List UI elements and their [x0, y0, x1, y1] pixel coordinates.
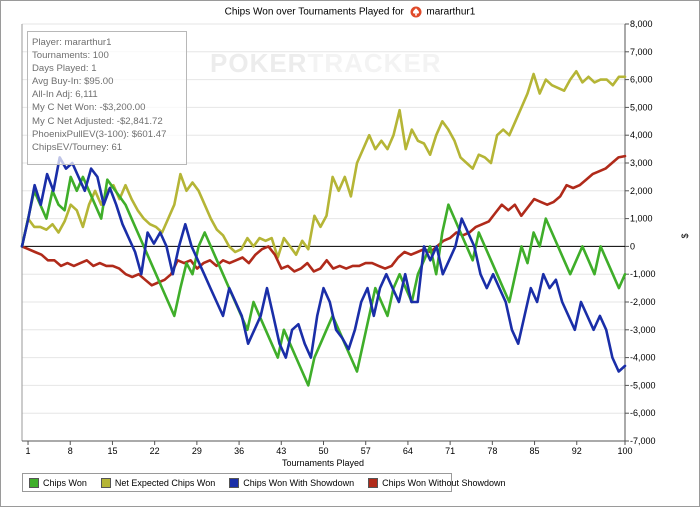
y-tick-label: 0 — [630, 241, 635, 251]
x-tick-label: 92 — [572, 446, 582, 456]
x-tick-label: 50 — [318, 446, 328, 456]
chips-won-line — [20, 175, 627, 387]
y-tick-label: -2,000 — [630, 297, 656, 307]
x-tick-label: 8 — [68, 446, 73, 456]
y-tick-label: 4,000 — [630, 130, 653, 140]
stat-line: My C Net Adjusted: -$2,841.72 — [32, 115, 163, 127]
y-tick-label: 2,000 — [630, 186, 653, 196]
y-tick-label: -6,000 — [630, 408, 656, 418]
net-expected-chips-won-line — [20, 70, 627, 259]
legend-item: Chips Won With Showdown — [229, 477, 355, 488]
y-tick-label: 3,000 — [630, 158, 653, 168]
stat-line: Avg Buy-In: $95.00 — [32, 76, 114, 88]
legend-swatch — [100, 477, 111, 488]
y-tick-label: 8,000 — [630, 19, 653, 29]
stat-line: Days Played: 1 — [32, 63, 97, 75]
chips-won-with-showdown-line — [20, 156, 627, 373]
x-tick-label: 36 — [234, 446, 244, 456]
pokertracker-watermark: POKERTRACKER — [210, 48, 442, 78]
legend-item: Net Expected Chips Won — [100, 477, 216, 488]
x-tick-label: 64 — [403, 446, 413, 456]
y-tick-label: 7,000 — [630, 47, 653, 57]
stat-line: PhoenixPullEV(3-100): $601.47 — [32, 128, 167, 140]
legend-label: Chips Won With Showdown — [243, 477, 355, 488]
stat-line: All-In Adj: 6,111 — [32, 89, 98, 101]
y-axis-label: $ — [680, 233, 690, 238]
x-tick-label: 78 — [487, 446, 497, 456]
x-tick-label: 1 — [26, 446, 31, 456]
chart-legend: Chips Won Net Expected Chips Won Chips Won… — [22, 473, 506, 492]
chart-title: Chips Won over Tournaments Played for ma… — [0, 6, 700, 18]
spade-icon — [410, 6, 422, 18]
chips-won-without-showdown-line — [20, 154, 627, 287]
x-tick-label: 85 — [530, 446, 540, 456]
player-stats-box: Player: mararthur1 Tournaments: 100 Days P… — [27, 31, 187, 165]
x-tick-label: 100 — [617, 446, 632, 456]
y-tick-label: -3,000 — [630, 325, 656, 335]
y-tick-label: 1,000 — [630, 214, 653, 224]
legend-swatch — [368, 477, 379, 488]
stat-line: My C Net Won: -$3,200.00 — [32, 102, 146, 114]
legend-label: Chips Won — [43, 477, 87, 488]
y-tick-label: -7,000 — [630, 436, 656, 446]
x-axis-ticks: 1 8 15 22 29 36 43 50 57 64 71 78 85 92 100 — [26, 441, 633, 456]
x-tick-label: 57 — [361, 446, 371, 456]
legend-swatch — [29, 477, 39, 488]
y-axis-ticks: -7,000 -6,000 -5,000 -4,000 -3,000 -2,000 -1,0… — [625, 19, 656, 446]
legend-label: Chips Won Without Showdown — [382, 477, 506, 488]
x-tick-label: 22 — [150, 446, 160, 456]
y-tick-label: 6,000 — [630, 75, 653, 85]
legend-swatch — [229, 477, 240, 488]
y-tick-label: -4,000 — [630, 353, 656, 363]
title-prefix: Chips Won over Tournaments Played for — [224, 6, 404, 18]
title-player: mararthur1 — [426, 6, 476, 18]
y-tick-label: 5,000 — [630, 102, 653, 112]
x-tick-label: 29 — [192, 446, 202, 456]
legend-item: Chips Won Without Showdown — [368, 477, 506, 488]
y-tick-label: -5,000 — [630, 380, 656, 390]
series-lines — [20, 70, 627, 387]
stat-line: Player: mararthur1 — [32, 37, 112, 48]
x-tick-label: 15 — [107, 446, 117, 456]
x-tick-label: 71 — [445, 446, 455, 456]
y-tick-label: -1,000 — [630, 269, 656, 279]
stat-line: Tournaments: 100 — [32, 50, 109, 62]
x-tick-label: 43 — [276, 446, 286, 456]
x-axis-label: Tournaments Played — [282, 458, 364, 468]
legend-item: Chips Won — [29, 477, 87, 488]
stat-line: ChipsEV/Tourney: 61 — [32, 141, 123, 153]
legend-label: Net Expected Chips Won — [114, 477, 216, 488]
